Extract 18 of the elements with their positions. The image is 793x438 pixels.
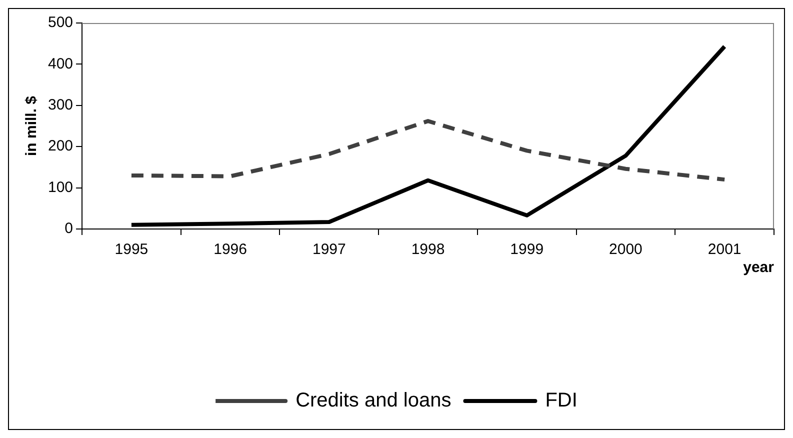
y-tick-label: 400 [48, 55, 74, 72]
legend-label: Credits and loans [296, 390, 452, 412]
x-axis-title: year [743, 259, 774, 276]
x-tick-label: 1995 [114, 241, 148, 258]
y-tick-label: 500 [48, 14, 74, 32]
y-tick-label: 0 [64, 220, 74, 238]
y-tick-label: 200 [48, 138, 74, 155]
x-tick-label: 1997 [312, 241, 346, 258]
x-tick-label: 2000 [609, 241, 642, 258]
y-tick-label: 300 [48, 96, 74, 114]
y-axis-title: in mill. $ [23, 95, 40, 156]
x-tick-label: 1999 [510, 241, 544, 258]
y-tick-label: 100 [48, 178, 74, 196]
line-series [129, 119, 727, 182]
legend-label: FDI [545, 390, 578, 412]
x-tick-label: 2001 [708, 241, 742, 258]
x-tick-label: 1998 [411, 241, 445, 258]
x-tick-label: 1996 [214, 241, 247, 258]
